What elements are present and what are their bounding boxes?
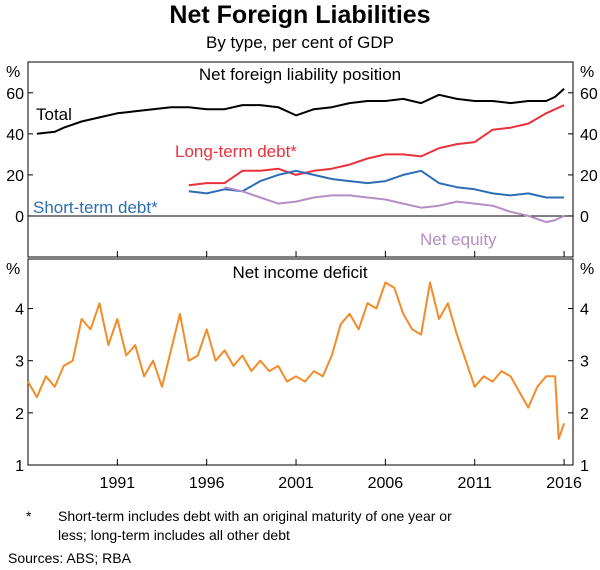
series-line-short-term-debt (188, 169, 565, 199)
series-line-total (36, 87, 565, 135)
x-tick-label-5: 2016 (546, 475, 582, 492)
top-y-tick-right-3: 60 (580, 86, 598, 103)
top-panel-title: Net foreign liability position (199, 65, 401, 84)
top-panel-series (36, 87, 565, 224)
chart-title: Net Foreign Liabilities (169, 1, 430, 29)
top-y-tick-left-3: 60 (6, 86, 24, 103)
top-panel-y-ticks: 0 0 20 20 40 40 60 60 (6, 86, 598, 226)
sources-note: Sources: ABS; RBA (8, 550, 132, 566)
x-tick-label-3: 2006 (368, 475, 404, 492)
bottom-panel-unit-right: % (580, 261, 594, 278)
top-y-tick-right-1: 20 (580, 168, 598, 185)
bottom-panel-series (27, 281, 566, 440)
top-panel-unit-left: % (6, 64, 20, 81)
top-y-tick-left-0: 0 (15, 209, 24, 226)
bottom-y-tick-right-1: 2 (580, 406, 589, 423)
bottom-panel-y-ticks: 1 1 2 2 3 3 4 4 (15, 302, 589, 475)
label-net-equity: Net equity (420, 230, 497, 249)
top-panel-unit-right: % (580, 64, 594, 81)
bottom-y-tick-left-3: 4 (15, 302, 24, 319)
x-tick-label-0: 1991 (100, 475, 136, 492)
series-line-net-income-deficit (27, 281, 566, 440)
top-panel-frame (27, 61, 574, 258)
x-tick-label-2: 2001 (278, 475, 314, 492)
label-total: Total (36, 105, 72, 124)
chart-subtitle: By type, per cent of GDP (206, 33, 394, 52)
label-long-term-debt: Long-term debt* (175, 142, 297, 161)
bottom-y-tick-right-0: 1 (580, 458, 589, 475)
footnote-line-2: less; long-term includes all other debt (58, 527, 290, 543)
x-tick-label-4: 2011 (458, 475, 493, 492)
footnote-line-1: Short-term includes debt with an origina… (58, 508, 452, 524)
bottom-y-tick-right-2: 3 (580, 354, 589, 371)
bottom-y-tick-left-1: 2 (15, 406, 24, 423)
bottom-y-tick-right-3: 4 (580, 302, 589, 319)
top-y-tick-left-2: 40 (6, 127, 24, 144)
bottom-panel-frame (27, 258, 574, 466)
bottom-panel-unit-left: % (6, 261, 20, 278)
series-line-net-equity (224, 186, 565, 224)
bottom-panel-title: Net income deficit (232, 263, 367, 282)
x-tick-label-1: 1996 (189, 475, 225, 492)
label-short-term-debt: Short-term debt* (33, 198, 158, 217)
top-y-tick-left-1: 20 (6, 168, 24, 185)
bottom-y-tick-left-0: 1 (15, 458, 24, 475)
bottom-y-tick-left-2: 3 (15, 354, 24, 371)
series-line-long-term-debt (188, 104, 565, 187)
top-y-tick-right-2: 40 (580, 127, 598, 144)
footnote-marker: * (26, 508, 32, 524)
x-axis-ticks: 1991 1996 2001 2006 2011 2016 (100, 251, 582, 492)
top-y-tick-right-0: 0 (580, 209, 589, 226)
